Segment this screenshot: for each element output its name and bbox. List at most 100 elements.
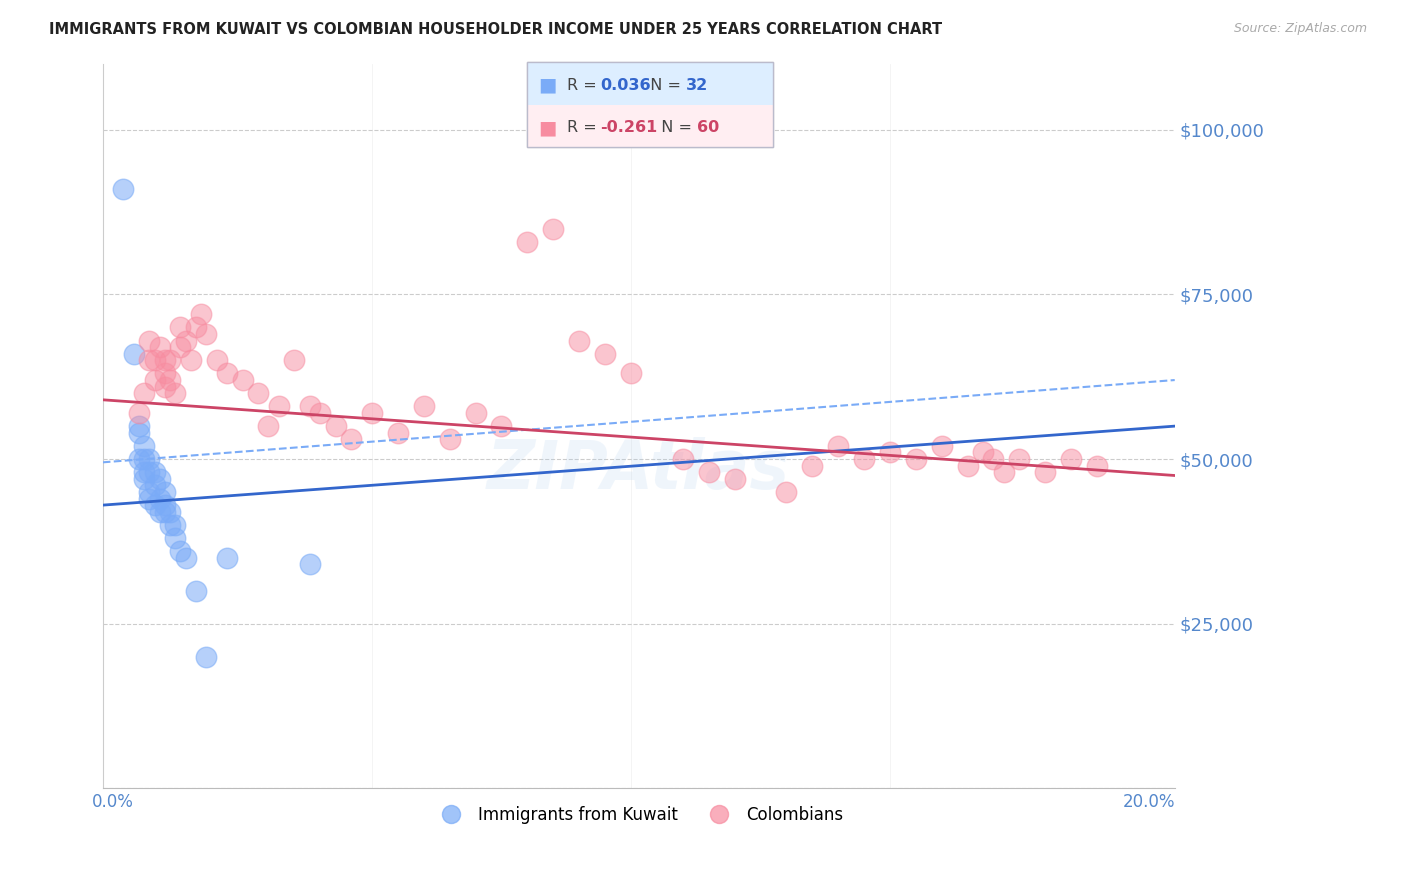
Point (340, 432, 363, 446)
Point (1033, 465, 1056, 479)
Text: 32: 32 (686, 78, 709, 93)
Point (298, 558, 321, 572)
Point (138, 452, 160, 467)
Point (593, 347, 616, 361)
Point (195, 326, 218, 341)
Point (159, 517, 181, 532)
Point (169, 320, 191, 334)
Point (215, 550, 238, 565)
Point (516, 235, 538, 249)
Point (387, 425, 409, 440)
Point (159, 373, 181, 387)
Point (904, 452, 927, 467)
Text: 0.036: 0.036 (600, 78, 651, 93)
Point (174, 334, 197, 348)
Point (931, 439, 953, 453)
Point (972, 445, 994, 459)
Point (205, 353, 228, 368)
Text: Source: ZipAtlas.com: Source: ZipAtlas.com (1233, 22, 1367, 36)
Legend: Immigrants from Kuwait, Colombians: Immigrants from Kuwait, Colombians (427, 799, 849, 830)
Point (165, 386, 187, 401)
Point (112, 182, 135, 196)
Point (1085, 458, 1108, 473)
Point (620, 367, 643, 381)
Point (153, 367, 176, 381)
Point (180, 353, 202, 368)
Point (956, 458, 979, 473)
Point (257, 419, 280, 434)
Point (697, 465, 720, 479)
Point (134, 452, 156, 467)
Point (247, 386, 270, 401)
Text: R =: R = (567, 120, 602, 136)
Point (134, 465, 156, 479)
Point (143, 353, 166, 368)
Point (128, 419, 150, 434)
Point (128, 452, 150, 467)
Point (159, 353, 181, 368)
Point (723, 472, 745, 486)
Point (138, 465, 160, 479)
Point (412, 400, 434, 414)
Text: 60: 60 (697, 120, 720, 136)
Text: ZIPAtlas: ZIPAtlas (486, 436, 790, 502)
Text: -0.261: -0.261 (600, 120, 658, 136)
Point (491, 419, 513, 434)
Point (983, 452, 1005, 467)
Text: ■: ■ (538, 118, 557, 137)
Point (128, 425, 150, 440)
Point (775, 485, 797, 500)
Point (128, 406, 150, 420)
Point (1008, 452, 1031, 467)
Point (138, 491, 160, 506)
Point (134, 472, 156, 486)
Point (195, 649, 218, 664)
Point (134, 439, 156, 453)
Text: R =: R = (567, 78, 602, 93)
Point (143, 498, 166, 512)
Point (464, 406, 486, 420)
Point (143, 465, 166, 479)
Point (165, 531, 187, 545)
Point (153, 353, 176, 368)
Point (267, 400, 290, 414)
Point (993, 465, 1015, 479)
Point (232, 373, 254, 387)
Point (153, 498, 176, 512)
Point (361, 406, 384, 420)
Point (138, 485, 160, 500)
Point (568, 334, 591, 348)
Point (159, 505, 181, 519)
Point (165, 517, 187, 532)
Point (169, 544, 191, 558)
Point (184, 320, 207, 334)
Text: ■: ■ (538, 76, 557, 95)
Point (174, 550, 197, 565)
Point (138, 334, 160, 348)
Point (122, 347, 145, 361)
Point (149, 491, 172, 506)
Point (153, 379, 176, 393)
Point (134, 386, 156, 401)
Point (801, 458, 824, 473)
Point (190, 307, 212, 321)
Point (672, 452, 695, 467)
Point (298, 400, 321, 414)
Point (1060, 452, 1083, 467)
Point (325, 419, 347, 434)
Point (827, 439, 849, 453)
Point (143, 373, 166, 387)
Point (149, 472, 172, 486)
Text: N =: N = (640, 78, 686, 93)
Point (215, 367, 238, 381)
Point (439, 432, 461, 446)
Text: IMMIGRANTS FROM KUWAIT VS COLOMBIAN HOUSEHOLDER INCOME UNDER 25 YEARS CORRELATIO: IMMIGRANTS FROM KUWAIT VS COLOMBIAN HOUS… (49, 22, 942, 37)
Point (138, 353, 160, 368)
Point (153, 485, 176, 500)
Point (184, 583, 207, 598)
Point (149, 340, 172, 354)
Point (543, 221, 565, 235)
Point (149, 505, 172, 519)
Point (309, 406, 332, 420)
Point (143, 478, 166, 492)
